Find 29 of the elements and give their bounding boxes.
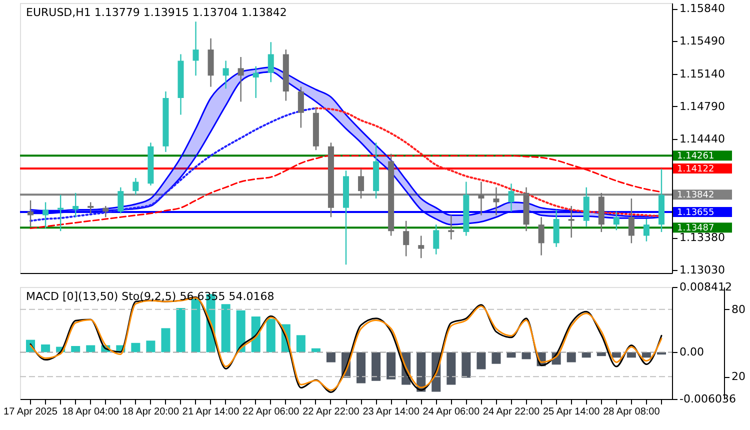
x-tick-label: 28 Apr 08:00 <box>603 406 660 418</box>
y-tick-label: 1.13030 <box>680 264 725 277</box>
y-tick-label: -0.006036 <box>680 392 736 406</box>
y-tick-label: 1.14440 <box>680 132 725 146</box>
y-tick-label: 1.15840 <box>680 2 725 16</box>
y2-tick-label: 80 <box>732 302 746 316</box>
x-tick-label: 17 Apr 2025 <box>4 406 58 418</box>
x-tick-label: 24 Apr 06:00 <box>422 406 480 418</box>
x-tick-label: 22 Apr 22:00 <box>302 406 360 418</box>
y-tick-label: 1.14790 <box>680 100 725 113</box>
y2-tick-label: 20 <box>732 370 746 384</box>
chart-title: EURUSD,H1 1.13779 1.13915 1.13704 1.13842 <box>26 6 287 19</box>
ref-line-label: 1.13487 <box>677 224 714 234</box>
ref-line-label: 1.13842 <box>677 190 714 201</box>
y-tick-label: 1.15490 <box>680 34 725 48</box>
y-tick-label: 1.13380 <box>680 231 725 244</box>
y-tick-label: 0.00 <box>680 346 704 359</box>
ref-line-label: 1.14122 <box>677 164 714 175</box>
x-tick-label: 18 Apr 04:00 <box>62 406 120 418</box>
ref-line-label: 1.13655 <box>677 208 714 218</box>
x-tick-label: 23 Apr 14:00 <box>362 406 420 418</box>
y-tick-label: 1.15140 <box>680 67 725 80</box>
x-tick-label: 22 Apr 06:00 <box>242 406 300 418</box>
x-tick-label: 25 Apr 14:00 <box>542 406 600 418</box>
ref-line-label: 1.14261 <box>677 152 714 162</box>
x-tick-label: 21 Apr 14:00 <box>182 406 240 418</box>
x-tick-label: 18 Apr 20:00 <box>122 406 180 418</box>
x-tick-label: 24 Apr 22:00 <box>482 406 540 418</box>
y-tick-label: 0.008412 <box>680 280 732 294</box>
